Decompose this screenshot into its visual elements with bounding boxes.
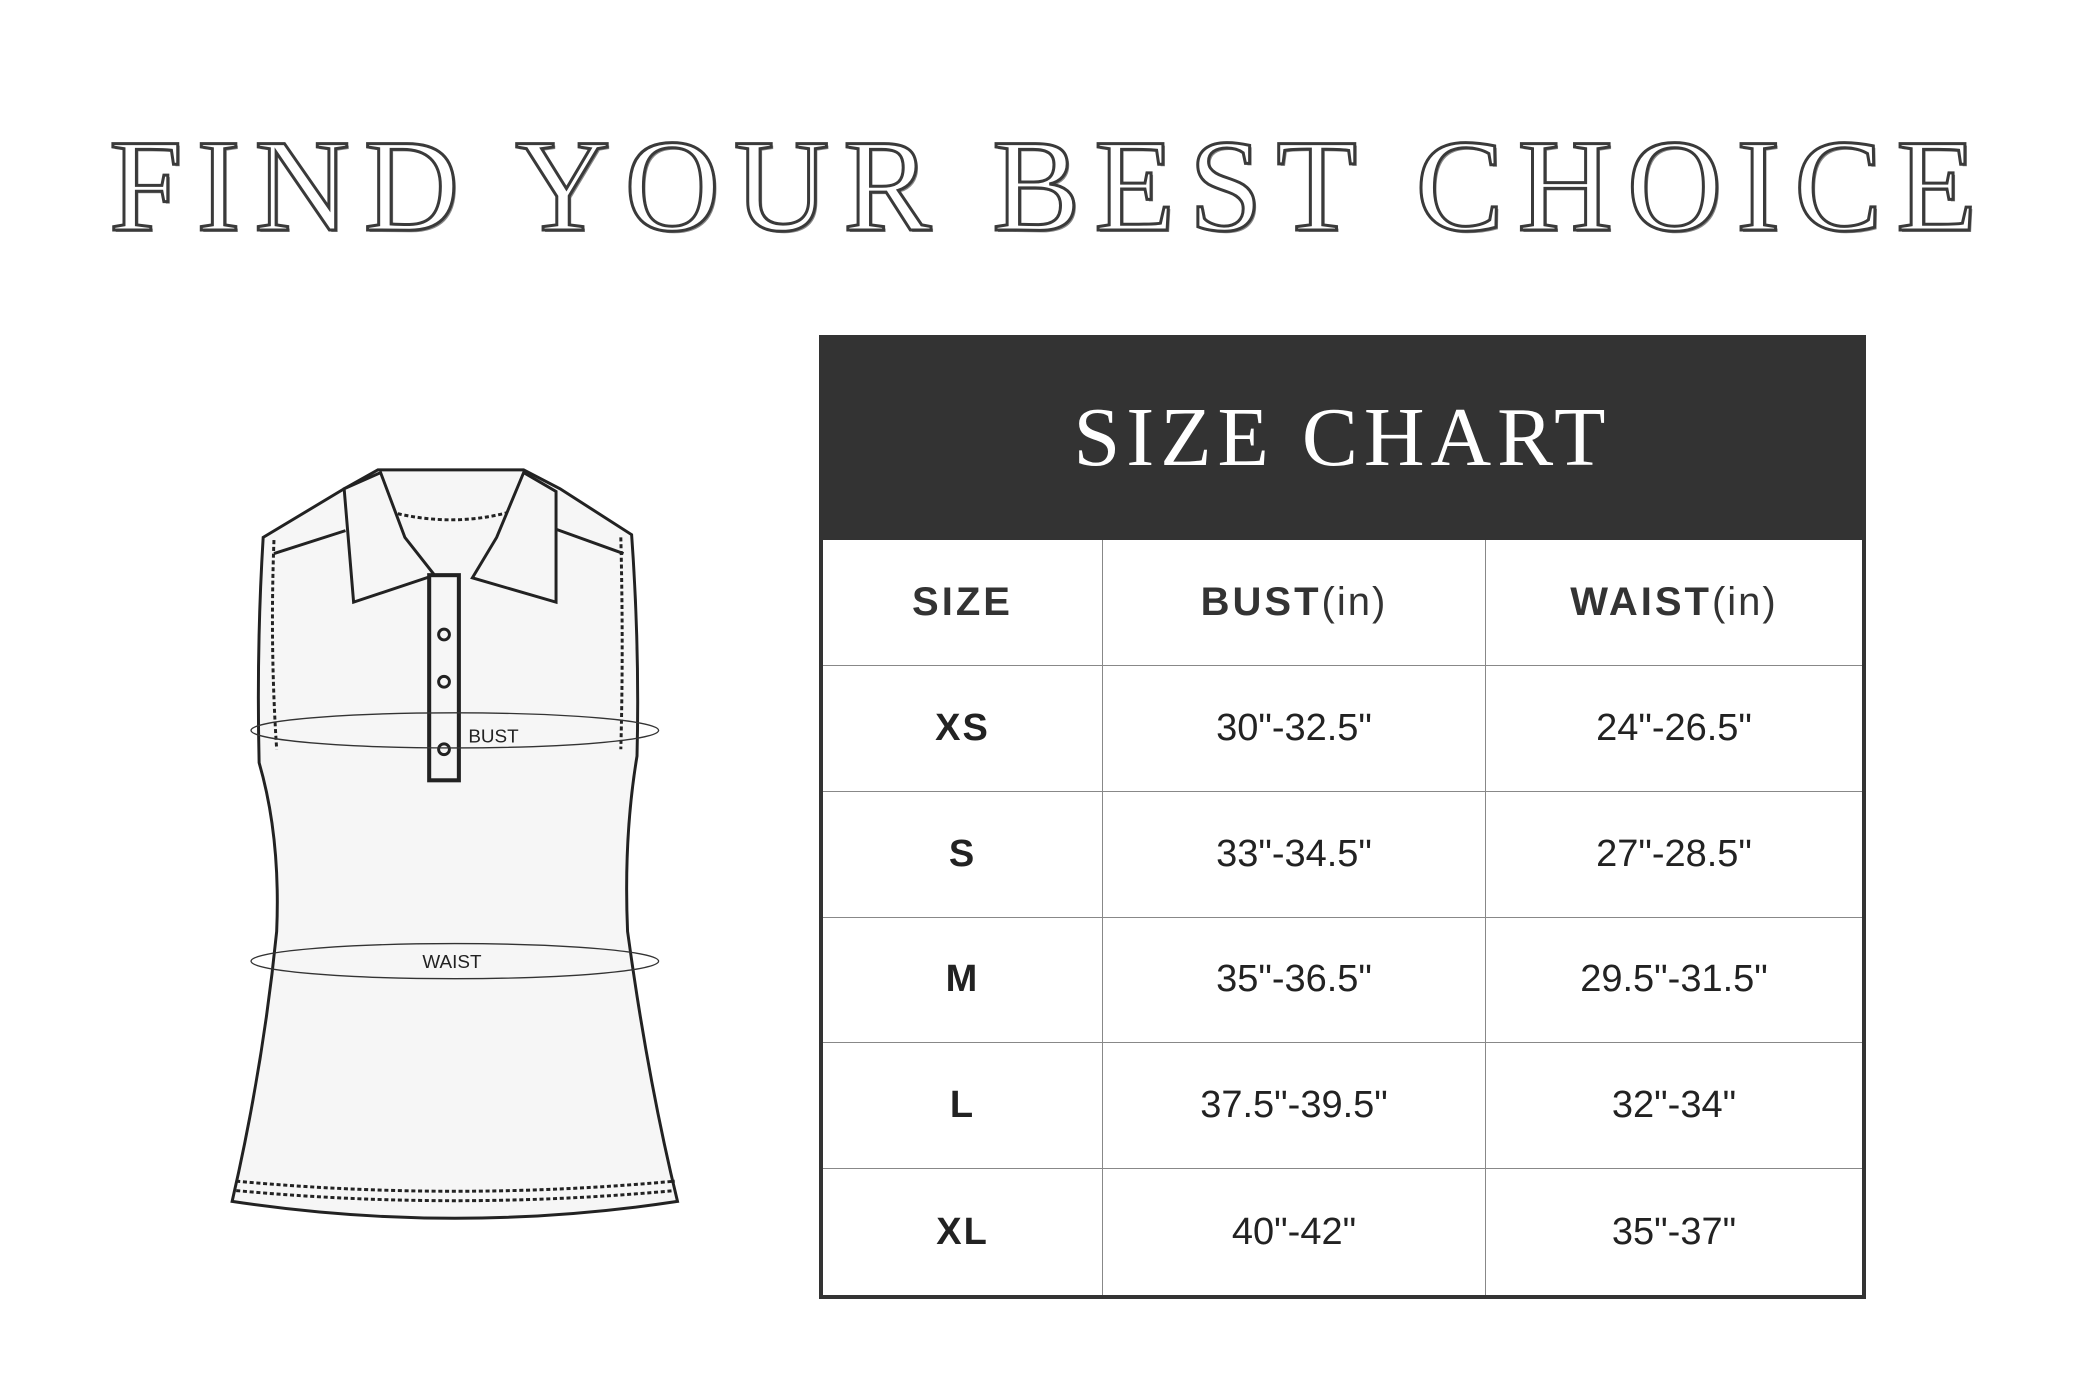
waist-label: WAIST	[422, 952, 482, 973]
column-header-bust: BUST (in)	[1103, 540, 1486, 666]
waist-cell: 24"-26.5"	[1486, 666, 1862, 792]
button-icon	[437, 627, 451, 642]
size-chart-grid: SIZE BUST (in) WAIST (in) XS 30"-32.5" 24"…	[823, 540, 1862, 1295]
size-chart-heading: SIZE CHART	[823, 335, 1862, 540]
size-cell: S	[823, 791, 1103, 918]
header-label: WAIST	[1570, 579, 1712, 624]
size-cell: XL	[823, 1169, 1103, 1295]
size-cell: M	[823, 917, 1103, 1044]
hem-stitch-2	[236, 1189, 675, 1203]
header-label: BUST	[1200, 579, 1322, 624]
right-collar	[470, 470, 558, 605]
bust-measure-line	[250, 712, 660, 749]
button-icon	[437, 742, 451, 757]
button-icon	[437, 674, 451, 689]
column-header-waist: WAIST (in)	[1486, 540, 1862, 666]
bust-cell: 40"-42"	[1103, 1169, 1486, 1295]
waist-measure-line	[250, 942, 660, 980]
left-armhole-trim	[270, 540, 279, 750]
header-unit: (in)	[1321, 579, 1388, 624]
header-unit: (in)	[1711, 579, 1778, 624]
left-shoulder-seam	[273, 529, 346, 555]
shirt-body-outline	[230, 468, 680, 1220]
waist-cell: 32"-34"	[1486, 1043, 1862, 1170]
column-header-size: SIZE	[823, 540, 1103, 666]
left-collar	[342, 470, 438, 605]
size-chart-table: SIZE CHART SIZE BUST (in) WAIST (in) XS 30…	[819, 335, 1866, 1299]
page-title: FIND YOUR BEST CHOICE	[108, 112, 1991, 259]
bust-cell: 30"-32.5"	[1103, 665, 1486, 792]
bust-cell: 33"-34.5"	[1103, 791, 1486, 918]
right-shoulder-seam	[555, 527, 625, 555]
waist-cell: 27"-28.5"	[1486, 792, 1862, 918]
size-cell: XS	[823, 665, 1103, 792]
bust-cell: 37.5"-39.5"	[1103, 1043, 1486, 1170]
neckline	[384, 508, 516, 522]
bust-label: BUST	[468, 727, 519, 748]
waist-cell: 35"-37"	[1611, 1210, 1737, 1253]
waist-cell: 29.5"-31.5"	[1486, 918, 1862, 1044]
header-label: SIZE	[912, 579, 1013, 624]
right-armhole-trim	[619, 537, 624, 750]
bust-cell: 35"-36.5"	[1103, 917, 1486, 1044]
hem-stitch	[236, 1179, 675, 1193]
size-cell: L	[823, 1043, 1103, 1170]
